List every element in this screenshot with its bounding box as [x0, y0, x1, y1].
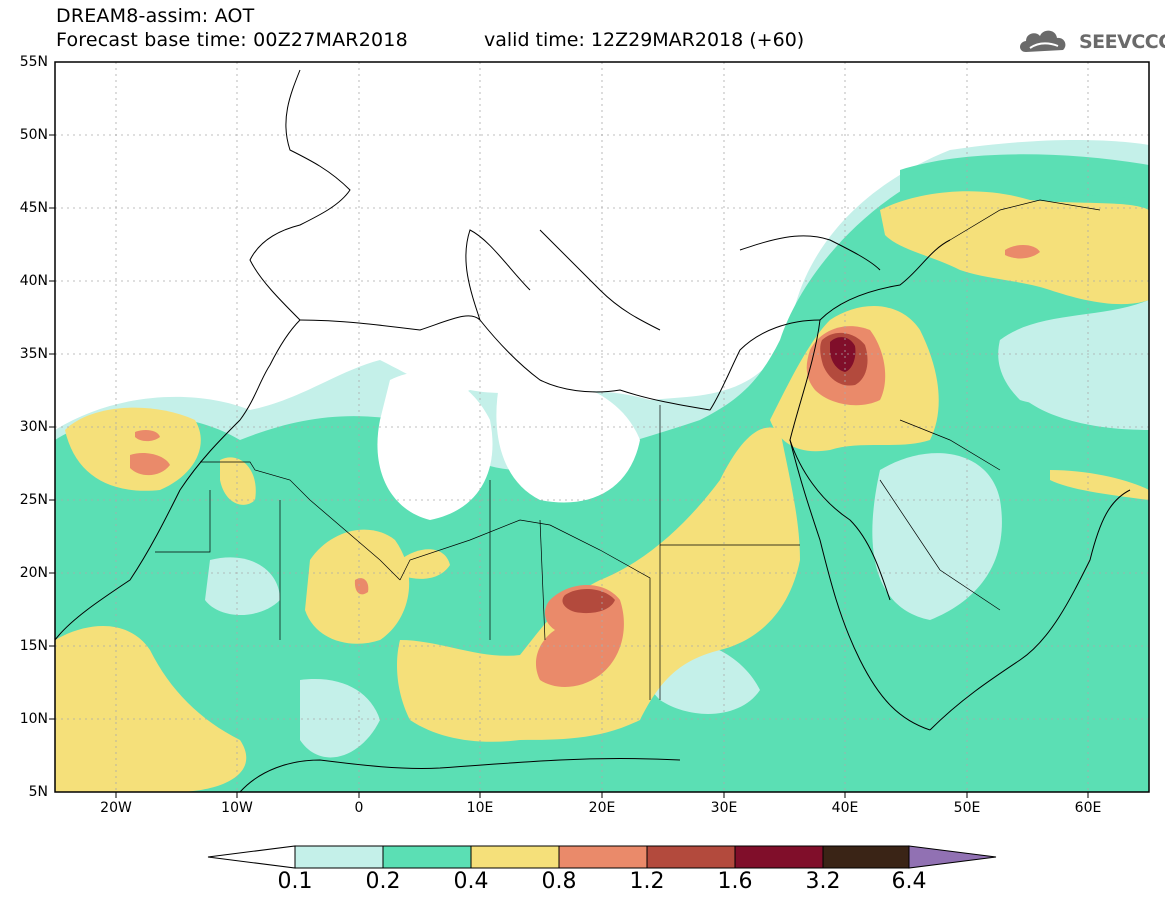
colorbar-swatch	[294, 845, 384, 869]
colorbar-swatch	[470, 845, 560, 869]
colorbar-label: 0.2	[365, 869, 401, 894]
lon-label: 20W	[100, 800, 132, 816]
valid-time-label: valid time: 12Z29MAR2018 (+60)	[484, 29, 805, 51]
colorbar-swatch	[822, 845, 910, 869]
colorbar-swatch	[558, 845, 648, 869]
colorbar-label: 1.2	[629, 869, 665, 894]
title-line-1: DREAM8-assim: AOT	[56, 5, 255, 27]
lon-label: 40E	[831, 800, 859, 816]
lat-label: 15N	[19, 638, 48, 654]
lat-label: 25N	[19, 492, 48, 508]
colorbar-under-triangle	[207, 845, 296, 869]
lon-label: 0	[354, 800, 364, 816]
lon-label: 30E	[710, 800, 738, 816]
colorbar-over-triangle	[908, 845, 997, 869]
coastlines	[55, 69, 1131, 792]
lat-label: 35N	[19, 346, 48, 362]
lon-label: 20E	[588, 800, 616, 816]
lat-label: 30N	[19, 419, 48, 435]
lon-label: 10W	[221, 800, 253, 816]
logo-text: SEEVCCC	[1079, 31, 1165, 53]
lat-label: 10N	[19, 711, 48, 727]
lon-label: 60E	[1074, 800, 1102, 816]
colorbar-label: 0.4	[453, 869, 489, 894]
cloud-logo-icon	[1020, 30, 1066, 52]
colorbar-swatch	[734, 845, 824, 869]
colorbar-label: 0.8	[541, 869, 577, 894]
colorbar-label: 6.4	[891, 869, 927, 894]
lon-label: 10E	[466, 800, 494, 816]
lat-label: 40N	[19, 273, 48, 289]
country-borders	[155, 199, 1101, 700]
colorbar-label: 3.2	[805, 869, 841, 894]
lat-label: 45N	[19, 200, 48, 216]
lat-label: 50N	[19, 127, 48, 143]
colorbar-label: 0.1	[277, 869, 313, 894]
colorbar-label: 1.6	[717, 869, 753, 894]
lat-label: 55N	[19, 54, 48, 70]
grid-lines	[55, 62, 1149, 792]
colorbar-swatch	[646, 845, 736, 869]
colorbar-swatch	[382, 845, 472, 869]
colorbar	[207, 845, 997, 869]
base-time-label: Forecast base time: 00Z27MAR2018	[56, 29, 408, 51]
lat-label: 20N	[19, 565, 48, 581]
lat-label: 5N	[28, 784, 48, 800]
lon-label: 50E	[953, 800, 981, 816]
